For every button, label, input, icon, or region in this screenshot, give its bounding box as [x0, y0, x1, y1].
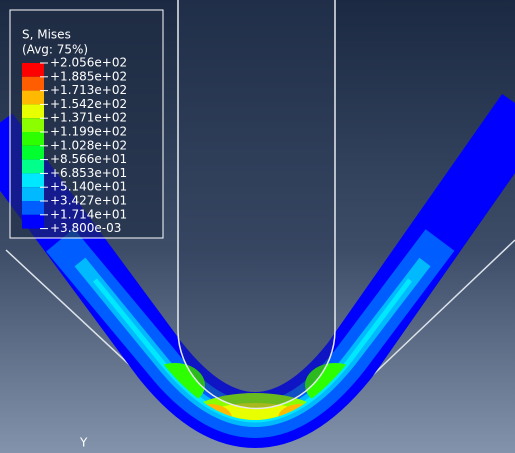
legend-subtitle: (Avg: 75%) — [22, 43, 88, 57]
legend-label: +6.853e+01 — [50, 166, 127, 180]
legend-swatch — [22, 77, 44, 91]
legend-swatch — [22, 104, 44, 118]
legend-label: +1.713e+02 — [50, 83, 127, 97]
punch — [178, 0, 335, 409]
legend: S, Mises (Avg: 75%) +2.056e+02+1.885e+02… — [10, 10, 163, 238]
viewport: S, Mises (Avg: 75%) +2.056e+02+1.885e+02… — [0, 0, 515, 453]
legend-swatch — [22, 215, 44, 229]
legend-label: +3.800e-03 — [50, 221, 121, 235]
legend-swatch — [22, 201, 44, 215]
legend-label: +1.199e+02 — [50, 125, 127, 139]
legend-label: +2.056e+02 — [50, 56, 127, 70]
legend-label: +1.885e+02 — [50, 69, 127, 83]
legend-label: +1.714e+01 — [50, 207, 127, 221]
legend-label: +1.371e+02 — [50, 111, 127, 125]
legend-title: S, Mises — [22, 28, 71, 42]
triad-label: Y — [79, 436, 88, 450]
legend-swatch — [22, 146, 44, 160]
legend-items: +2.056e+02+1.885e+02+1.713e+02+1.542e+02… — [22, 56, 127, 236]
legend-swatch — [22, 91, 44, 105]
legend-swatch — [22, 173, 44, 187]
legend-swatch — [22, 63, 44, 77]
legend-label: +1.542e+02 — [50, 97, 127, 111]
legend-swatch — [22, 187, 44, 201]
legend-swatch — [22, 118, 44, 132]
legend-label: +5.140e+01 — [50, 180, 127, 194]
legend-label: +3.427e+01 — [50, 194, 127, 208]
legend-label: +1.028e+02 — [50, 138, 127, 152]
legend-swatch — [22, 132, 44, 146]
legend-swatch — [22, 160, 44, 174]
legend-label: +8.566e+01 — [50, 152, 127, 166]
